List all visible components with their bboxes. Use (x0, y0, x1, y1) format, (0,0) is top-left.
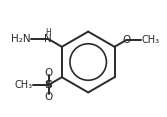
Text: S: S (45, 80, 53, 90)
Text: CH₃: CH₃ (15, 80, 33, 90)
Text: O: O (45, 68, 53, 78)
Text: N: N (44, 34, 52, 44)
Text: H: H (45, 28, 51, 37)
Text: CH₃: CH₃ (141, 35, 159, 45)
Text: O: O (123, 35, 131, 45)
Text: O: O (45, 91, 53, 102)
Text: H₂N: H₂N (11, 34, 31, 44)
